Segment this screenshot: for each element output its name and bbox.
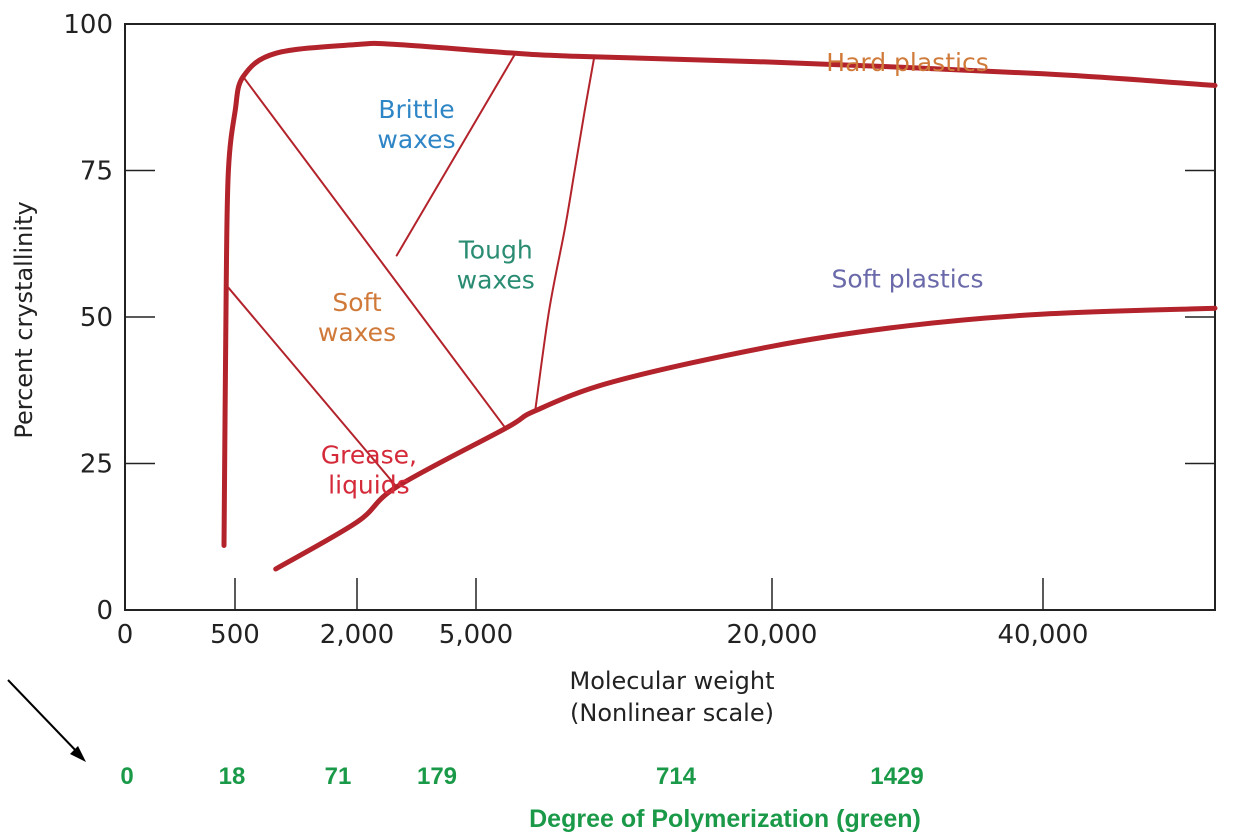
y-tick-labels: 0 25 50 75 100 <box>63 10 113 626</box>
region-label: Soft plastics <box>832 265 984 294</box>
arrow-head-icon <box>70 746 86 762</box>
curves <box>221 40 1218 572</box>
region-label: Brittle waxes <box>377 95 455 154</box>
y-tick-label: 25 <box>80 450 113 480</box>
region-label: Soft waxes <box>318 288 396 347</box>
boundary-curve <box>221 40 1218 548</box>
y-tick-label: 0 <box>96 596 113 626</box>
x-tick-label: 2,000 <box>320 620 394 650</box>
region-label: Grease, liquids <box>321 441 417 500</box>
dp-value: 1429 <box>870 763 923 790</box>
y-tick-label: 50 <box>80 303 113 333</box>
region-label: Hard plastics <box>826 48 988 77</box>
y-tick-label: 75 <box>80 157 113 187</box>
plot-frame <box>124 23 1216 611</box>
y-tick-label: 100 <box>63 10 113 40</box>
region-divider-line <box>227 286 398 488</box>
region-labels: Brittle waxes Hard plastics Tough waxes Soft … <box>318 48 989 500</box>
dp-value: 179 <box>417 763 457 790</box>
boundary-curve <box>273 305 1218 572</box>
x-tick-label: 0 <box>117 620 134 650</box>
x-axis-title: Molecular weight <box>569 667 774 695</box>
dp-value: 714 <box>656 763 697 790</box>
x-axis-subtitle: (Nonlinear scale) <box>570 699 774 727</box>
degree-of-polymerization-values: 0 18 71 179 714 1429 <box>120 763 923 790</box>
pointer-arrow <box>7 679 86 762</box>
x-tick-label: 500 <box>210 620 260 650</box>
region-divider-line <box>242 75 507 430</box>
y-axis-title: Percent crystallinity <box>10 201 38 438</box>
plot-border <box>124 23 1216 611</box>
region-label: Tough waxes <box>457 235 535 294</box>
x-tick-label: 5,000 <box>439 620 513 650</box>
x-tick-labels: 0 500 2,000 5,000 20,000 40,000 <box>117 620 1089 650</box>
axis-ticks <box>125 169 1215 610</box>
dp-axis-title: Degree of Polymerization (green) <box>529 805 921 833</box>
dp-value: 0 <box>120 763 133 790</box>
region-divider-line <box>395 52 517 257</box>
x-tick-label: 40,000 <box>998 620 1089 650</box>
dp-value: 71 <box>325 763 352 790</box>
dp-value: 18 <box>219 763 246 790</box>
x-tick-label: 20,000 <box>727 620 818 650</box>
region-divider-line <box>534 55 596 412</box>
